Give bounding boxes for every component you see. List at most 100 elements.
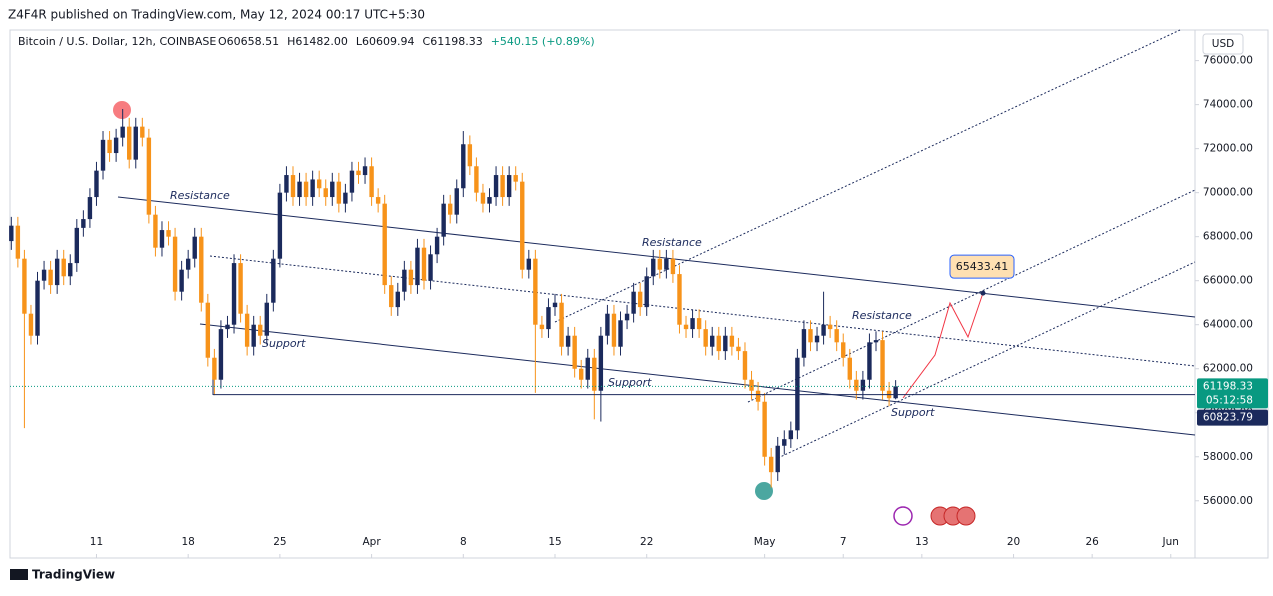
channel-mid [747, 189, 1196, 403]
candle-body [801, 329, 807, 358]
currency: USD [1212, 38, 1234, 50]
candle-body [768, 456, 774, 473]
candle-body [651, 258, 656, 277]
candle-body [579, 368, 584, 380]
projection [902, 292, 984, 399]
candle-body [402, 269, 407, 292]
candle-body [238, 263, 243, 314]
flag-icon[interactable] [956, 506, 976, 526]
annotation: Support [608, 376, 652, 389]
candle-body [873, 340, 879, 343]
currency-box[interactable] [1202, 33, 1244, 55]
candle-body [54, 258, 60, 286]
event-icon[interactable] [893, 506, 913, 526]
candle-body [546, 307, 551, 330]
candle-body [788, 430, 794, 440]
ohlc-value: L60609.94 [356, 35, 415, 48]
candles [9, 109, 898, 488]
candle-body [506, 175, 512, 198]
candle-body [303, 181, 309, 198]
candle-body [683, 324, 689, 330]
candle-body [428, 254, 433, 281]
target-label: 65433.41 [956, 260, 1009, 273]
candle-body [349, 170, 355, 193]
ohlc-value: +540.15 (+0.89%) [491, 35, 595, 48]
candle-body [323, 188, 328, 198]
price-line-box [1197, 409, 1268, 426]
candle-body [565, 335, 571, 347]
x-tick-label: 7 [840, 536, 847, 548]
candle-body [742, 351, 748, 380]
candle-body [572, 335, 577, 369]
candle-body [618, 320, 623, 347]
support-line [199, 323, 1196, 436]
candle-body [61, 258, 66, 277]
annotation: Resistance [642, 236, 702, 249]
y-tick-label: 72000.00 [1203, 143, 1253, 155]
candle-body [159, 230, 165, 248]
symbol-title: Bitcoin / U.S. Dollar, 12h, COINBASE [18, 35, 216, 48]
candle-body [231, 263, 237, 325]
target-point [980, 290, 986, 296]
x-tick-label: Jun [1162, 536, 1179, 548]
candle-body [356, 170, 361, 176]
candle-body [808, 329, 813, 343]
candle-body [48, 269, 53, 286]
candle-body [716, 335, 721, 352]
x-tick-label: 26 [1085, 536, 1099, 548]
candle-body [153, 214, 158, 248]
candle-body [271, 258, 276, 303]
candle-body [500, 175, 505, 198]
candle-body [447, 203, 453, 215]
candle-body [775, 445, 780, 473]
candle-body [277, 192, 283, 259]
candle-body [244, 313, 250, 347]
candle-body [28, 313, 34, 336]
x-tick-label: 18 [181, 536, 194, 548]
candle-body [670, 258, 676, 275]
candle-body [467, 144, 473, 167]
candle-body [15, 225, 21, 259]
candle-body [343, 192, 348, 204]
candle-body [140, 126, 145, 138]
y-tick-label: 56000.00 [1203, 495, 1253, 507]
ohlc-value: H61482.00 [287, 35, 348, 48]
peak-marker [113, 101, 131, 119]
y-tick-label: 62000.00 [1203, 363, 1253, 375]
x-tick-label: May [754, 536, 776, 548]
candle-body [611, 313, 617, 347]
candle-body [605, 313, 610, 336]
annotation: Resistance [852, 309, 912, 322]
candle-body [94, 170, 99, 198]
x-tick-label: Apr [363, 536, 382, 548]
candle-body [68, 263, 73, 277]
candle-body [258, 324, 263, 336]
candle-body [415, 247, 420, 286]
candle-body [847, 357, 852, 380]
candle-body [395, 291, 400, 308]
annotation: Resistance [170, 189, 230, 202]
candle-body [251, 324, 256, 347]
annotation: Support [891, 406, 935, 419]
countdown: 05:12:58 [1206, 394, 1253, 406]
candle-body [172, 236, 178, 292]
candle-body [375, 197, 381, 204]
candle-body [22, 258, 27, 314]
candle-body [113, 137, 119, 154]
y-tick-label: 68000.00 [1203, 231, 1253, 243]
candle-body [74, 227, 80, 264]
candle-body [382, 203, 387, 286]
candle-body [120, 126, 125, 138]
candle-body [827, 324, 833, 330]
y-tick-label: 66000.00 [1203, 275, 1253, 287]
candle-body [637, 291, 643, 308]
candle-body [264, 302, 269, 336]
candle-body [690, 318, 695, 330]
candle-body [893, 386, 898, 399]
candle-body [585, 357, 590, 380]
candle-body [421, 247, 427, 281]
candle-body [290, 175, 296, 198]
last-price-box [1197, 378, 1268, 409]
